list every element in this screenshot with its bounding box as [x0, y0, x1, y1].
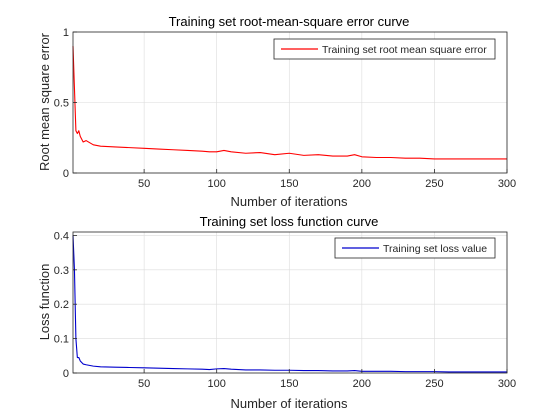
- loss-y-tick-label: 0: [63, 368, 69, 380]
- loss-x-tick-label: 300: [498, 378, 516, 390]
- rmse-subplot: Training set root-mean-square error curv…: [37, 14, 516, 209]
- loss-x-tick-label: 50: [138, 378, 150, 390]
- rmse-legend-label: Training set root mean square error: [322, 44, 487, 56]
- rmse-legend-box: [273, 38, 496, 60]
- loss-axes-box: [72, 231, 508, 374]
- rmse-series: [72, 46, 507, 160]
- rmse-x-tick-label: 200: [353, 178, 371, 190]
- loss-legend: Training set loss value: [334, 237, 496, 259]
- loss-y-tick-label: 0.1: [54, 334, 69, 346]
- rmse-legend: Training set root mean square error: [273, 38, 496, 60]
- loss-y-tick-label: 0.3: [54, 265, 69, 277]
- loss-x-tick-label: 100: [208, 378, 226, 390]
- rmse-x-tick-label: 150: [280, 178, 298, 190]
- loss-subplot: Training set loss function curve Number …: [37, 214, 516, 411]
- rmse-x-tick-label: 100: [208, 178, 226, 190]
- rmse-series-line: [72, 46, 507, 160]
- loss-x-tick-label: 200: [353, 378, 371, 390]
- loss-chart-title: Training set loss function curve: [200, 214, 379, 229]
- rmse-y-tick-label: 0.5: [54, 98, 69, 110]
- loss-ticks: 50 100 150 200 250 300 0 0.1 0.2 0.3 0.4: [54, 230, 516, 390]
- loss-y-tick-label: 0.2: [54, 299, 69, 311]
- loss-x-axis-label: Number of iterations: [230, 396, 348, 411]
- loss-x-tick-label: 150: [280, 378, 298, 390]
- rmse-x-tick-label: 250: [425, 178, 443, 190]
- loss-legend-label: Training set loss value: [383, 243, 487, 255]
- rmse-chart-title: Training set root-mean-square error curv…: [169, 14, 410, 29]
- loss-series-line: [72, 235, 507, 373]
- rmse-ticks: 50 100 150 200 250 300 0 0.5 1: [54, 27, 516, 190]
- rmse-y-axis-label: Root mean square error: [37, 32, 52, 171]
- rmse-y-tick-label: 1: [63, 27, 69, 39]
- rmse-x-tick-label: 50: [138, 178, 150, 190]
- rmse-y-tick-label: 0: [63, 168, 69, 180]
- loss-x-tick-label: 250: [425, 378, 443, 390]
- loss-series: [72, 235, 507, 373]
- loss-y-tick-label: 0.4: [54, 230, 69, 242]
- rmse-x-tick-label: 300: [498, 178, 516, 190]
- loss-legend-box: [334, 237, 496, 259]
- loss-y-axis-label: Loss function: [37, 264, 52, 341]
- rmse-x-axis-label: Number of iterations: [230, 194, 348, 209]
